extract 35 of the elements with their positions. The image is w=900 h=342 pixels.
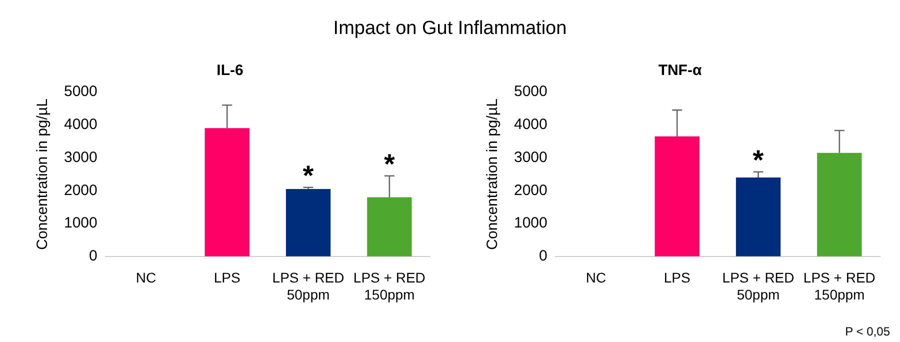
x-tick-label: LPS — [214, 270, 240, 286]
y-axis-title: Concentration in pg/µL — [34, 98, 52, 250]
y-axis-title: Concentration in pg/µL — [484, 98, 502, 250]
y-tick-label: 2000 — [64, 182, 98, 199]
text: P < 0,05 — [845, 324, 890, 338]
chart-title: Impact on Gut Inflammation — [332, 18, 568, 40]
x-tick-label: LPS + RED 150ppm — [353, 270, 426, 302]
y-tick-label: 3000 — [64, 148, 98, 166]
y-tick-label: 1000 — [514, 214, 548, 232]
y-tick-label: 5000 — [64, 83, 98, 100]
y-tick-label: 0 — [89, 248, 98, 265]
annotation: * — [302, 160, 314, 192]
bar — [817, 152, 862, 256]
chart-subtitle: IL-6 — [216, 62, 244, 80]
annotation: * — [384, 148, 395, 180]
x-tick-label: LPS — [664, 270, 690, 286]
annotation: * — [752, 144, 764, 176]
y-tick-label: 0 — [539, 248, 548, 265]
y-tick-label: 1000 — [64, 214, 98, 232]
x-tick-label: LPS + RED 50ppm — [272, 270, 344, 302]
bar — [654, 136, 700, 256]
x-tick-label: NC — [586, 270, 606, 286]
y-tick-label: 4000 — [514, 116, 548, 134]
x-tick-label: LPS + RED 50ppm — [722, 270, 794, 302]
bar — [204, 128, 250, 256]
chart-title: TNF-α — [658, 62, 702, 80]
bar — [286, 188, 331, 256]
y-tick-label: 4000 — [64, 116, 98, 134]
y-tick-label: 3000 — [514, 148, 548, 166]
x-tick-label: LPS + RED 150ppm — [803, 270, 876, 302]
bar — [367, 197, 412, 256]
x-tick-label: NC — [136, 270, 156, 286]
y-tick-label: 5000 — [514, 83, 548, 100]
y-tick-label: 2000 — [514, 182, 548, 199]
bar — [736, 177, 781, 256]
